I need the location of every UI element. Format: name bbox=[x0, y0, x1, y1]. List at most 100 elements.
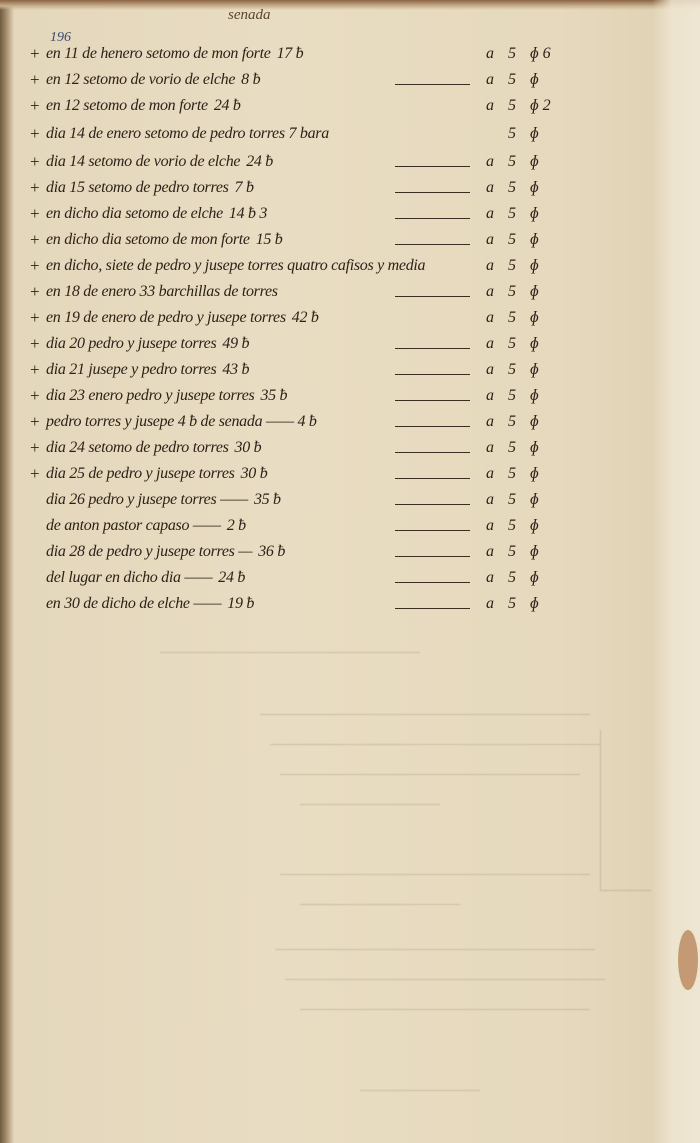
entry-amount: 8 ƀ bbox=[241, 71, 261, 88]
entry-text: dia 14 de enero setomo de pedro torres 7… bbox=[46, 124, 335, 144]
entry-price: 5 bbox=[508, 231, 516, 248]
entry-description: dia 21 jusepe y pedro torres bbox=[46, 361, 217, 378]
entry-price: 5 bbox=[508, 125, 516, 142]
cross-mark: + bbox=[30, 152, 40, 171]
bleed-line bbox=[300, 890, 460, 905]
leader-line bbox=[395, 348, 470, 349]
currency-symbol: ɸ bbox=[530, 283, 539, 300]
ledger-row: + dia 20 pedro y jusepe torres 49 ƀ a 5 ɸ bbox=[0, 334, 600, 354]
currency-symbol: ɸ bbox=[530, 413, 539, 430]
leader-line bbox=[395, 296, 470, 297]
entry-price: 5 bbox=[508, 97, 516, 114]
entry-price: 5 bbox=[508, 283, 516, 300]
cross-mark: + bbox=[30, 464, 40, 483]
entry-price: 5 bbox=[508, 439, 516, 456]
bleed-line bbox=[300, 790, 440, 805]
bleed-line bbox=[280, 760, 580, 775]
entry-price: 5 bbox=[508, 595, 516, 612]
leader-line bbox=[395, 192, 470, 193]
entry-a: a bbox=[486, 491, 494, 508]
entry-text: en 30 de dicho de elche —— 19 ƀ bbox=[46, 594, 254, 614]
ledger-row: + dia 21 jusepe y pedro torres 43 ƀ a 5 ɸ bbox=[0, 360, 600, 380]
leader-line bbox=[395, 374, 470, 375]
entry-text: en dicho dia setomo de mon forte 15 ƀ bbox=[46, 230, 283, 250]
currency-symbol: ɸ bbox=[530, 465, 539, 482]
currency-symbol: ɸ 2 bbox=[530, 97, 551, 114]
entry-description: dia 25 de pedro y jusepe torres bbox=[46, 465, 235, 482]
entry-text: en 19 de enero de pedro y jusepe torres 4… bbox=[46, 308, 319, 328]
entry-description: en dicho dia setomo de elche bbox=[46, 205, 223, 222]
page-header: senada bbox=[228, 7, 271, 23]
entry-a: a bbox=[486, 179, 494, 196]
cross-mark: + bbox=[30, 96, 40, 115]
currency-symbol: ɸ 6 bbox=[530, 45, 551, 62]
leader-line bbox=[395, 582, 470, 583]
cross-mark: + bbox=[30, 334, 40, 353]
currency-symbol: ɸ bbox=[530, 231, 539, 248]
cross-mark: + bbox=[30, 282, 40, 301]
entry-text: en 12 setomo de vorio de elche 8 ƀ bbox=[46, 70, 261, 90]
entry-a: a bbox=[486, 309, 494, 326]
entry-text: dia 15 setomo de pedro torres 7 ƀ bbox=[46, 178, 254, 198]
currency-symbol: ɸ bbox=[530, 361, 539, 378]
leader-line bbox=[395, 504, 470, 505]
entry-text: dia 14 setomo de vorio de elche 24 ƀ bbox=[46, 152, 273, 172]
ledger-row: dia 28 de pedro y jusepe torres —36 ƀ a … bbox=[0, 542, 600, 562]
entry-amount: 24 ƀ bbox=[213, 97, 241, 114]
entry-description: del lugar en dicho dia —— bbox=[46, 569, 213, 586]
bleed-line bbox=[270, 730, 600, 745]
entry-description: dia 20 pedro y jusepe torres bbox=[46, 335, 217, 352]
ledger-row: + en dicho dia setomo de elche 14 ƀ 3 a 5… bbox=[0, 204, 600, 224]
entry-text: dia 28 de pedro y jusepe torres — 36 ƀ bbox=[46, 542, 285, 562]
ledger-row: + dia 23 enero pedro y jusepe torres 35 ƀ… bbox=[0, 386, 600, 406]
leader-line bbox=[395, 608, 470, 609]
folio-number: 196 bbox=[50, 30, 71, 45]
currency-symbol: ɸ bbox=[530, 439, 539, 456]
leader-line bbox=[395, 218, 470, 219]
entry-amount: 35 ƀ bbox=[260, 387, 288, 404]
entry-price: 5 bbox=[508, 205, 516, 222]
entry-text: del lugar en dicho dia —— 24 ƀ bbox=[46, 568, 245, 588]
entry-description: en 30 de dicho de elche —— bbox=[46, 595, 222, 612]
cross-mark: + bbox=[30, 438, 40, 457]
entry-price: 5 bbox=[508, 257, 516, 274]
cross-mark: + bbox=[30, 308, 40, 327]
entry-amount: 17 ƀ bbox=[276, 45, 304, 62]
cross-mark: + bbox=[30, 124, 40, 143]
bleed-line bbox=[280, 860, 590, 875]
leader-line bbox=[395, 400, 470, 401]
entry-price: 5 bbox=[508, 413, 516, 430]
entry-text: dia 26 pedro y jusepe torres —— 35 ƀ bbox=[46, 490, 281, 510]
entry-amount: 35 ƀ bbox=[253, 491, 281, 508]
currency-symbol: ɸ bbox=[530, 71, 539, 88]
leader-line bbox=[395, 84, 470, 85]
entry-price: 5 bbox=[508, 387, 516, 404]
entry-description: dia 23 enero pedro y jusepe torres bbox=[46, 387, 255, 404]
ledger-row: + dia 25 de pedro y jusepe torres 30 ƀ a … bbox=[0, 464, 600, 484]
entry-a: a bbox=[486, 413, 494, 430]
entry-price: 5 bbox=[508, 491, 516, 508]
ledger-row: + dia 15 setomo de pedro torres 7 ƀ a 5 ɸ bbox=[0, 178, 600, 198]
entry-a: a bbox=[486, 231, 494, 248]
entry-description: pedro torres y jusepe 4 ƀ de senada —— 4… bbox=[46, 413, 317, 430]
cross-mark: + bbox=[30, 44, 40, 63]
entry-description: en dicho, siete de pedro y jusepe torres… bbox=[46, 257, 426, 274]
entry-description: dia 15 setomo de pedro torres bbox=[46, 179, 229, 196]
currency-symbol: ɸ bbox=[530, 205, 539, 222]
entry-amount: 2 ƀ bbox=[226, 517, 246, 534]
bleed-line bbox=[300, 995, 590, 1010]
entry-description: dia 14 de enero setomo de pedro torres 7… bbox=[46, 125, 329, 142]
ledger-row: + en 19 de enero de pedro y jusepe torre… bbox=[0, 308, 600, 328]
entry-price: 5 bbox=[508, 45, 516, 62]
bleed-line bbox=[160, 640, 420, 653]
entry-a: a bbox=[486, 361, 494, 378]
entry-price: 5 bbox=[508, 309, 516, 326]
entry-text: en 11 de henero setomo de mon forte 17 ƀ bbox=[46, 44, 304, 64]
entry-amount: 43 ƀ bbox=[222, 361, 250, 378]
entry-price: 5 bbox=[508, 361, 516, 378]
cross-mark: + bbox=[30, 178, 40, 197]
entry-description: de anton pastor capaso —— bbox=[46, 517, 221, 534]
bleed-line bbox=[260, 700, 590, 715]
entry-price: 5 bbox=[508, 569, 516, 586]
entry-a: a bbox=[486, 257, 494, 274]
